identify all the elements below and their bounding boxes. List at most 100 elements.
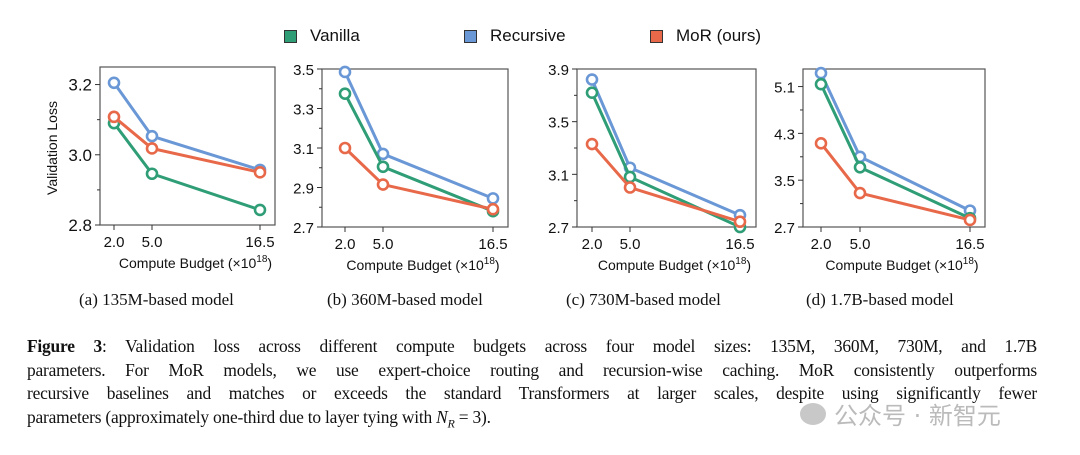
x-axis-close: ): [267, 255, 272, 271]
data-point: [107, 110, 121, 124]
legend-item-vanilla: Vanilla: [284, 26, 360, 46]
caption-text: = 3).: [454, 406, 491, 427]
data-point: [814, 137, 828, 150]
charts: 2.8 3.0 3.2 2.0 5.0 16.5 Compute Budget (×1018…: [44, 62, 986, 273]
data-point: [623, 170, 637, 184]
x-axis-label: Compute Budget (×1018): [119, 254, 272, 271]
data-point: [145, 167, 159, 181]
data-point: [486, 202, 500, 216]
x-axis-label: Compute Budget (×1018): [825, 256, 978, 273]
x-tick-label: 5.0: [620, 236, 641, 253]
y-tick-label: 3.5: [548, 115, 569, 132]
x-axis-close: ): [974, 257, 979, 273]
y-tick-label: 2.7: [548, 220, 569, 237]
caption-text: recursive baselines and matches or excee…: [27, 383, 1037, 403]
x-axis-close: ): [746, 257, 751, 273]
x-axis-exponent: 18: [256, 254, 268, 265]
caption-text: : Validation loss across different compu…: [102, 336, 1038, 356]
data-point: [585, 137, 599, 151]
series-line-recursive: [819, 72, 971, 212]
x-tick-label: 5.0: [373, 236, 394, 253]
math-n: N: [436, 406, 448, 427]
x-axis-exponent: 18: [735, 256, 747, 267]
data-point: [376, 160, 390, 174]
y-tick-label: 3.9: [548, 62, 569, 79]
wechat-icon: [800, 402, 826, 425]
x-tick-label: 2.0: [335, 236, 356, 253]
data-point: [963, 213, 977, 227]
x-tick-label: 2.0: [811, 236, 832, 253]
legend-label: Vanilla: [310, 26, 360, 45]
legend-item-recursive: Recursive: [464, 26, 566, 46]
data-point: [486, 192, 500, 205]
data-point: [623, 181, 637, 194]
subcaption-b: (b) 360M-based model: [327, 290, 483, 309]
data-point: [585, 86, 599, 99]
x-axis-label: Compute Budget (×1018): [598, 256, 751, 273]
subcaption-c: (c) 730M-based model: [566, 290, 721, 309]
y-tick-label: 3.5: [774, 173, 795, 190]
y-tick-label: 5.1: [774, 80, 795, 97]
data-point: [253, 203, 267, 217]
y-tick-label: 2.7: [293, 220, 314, 237]
x-tick-label: 16.5: [725, 236, 754, 253]
y-tick-label: 2.9: [293, 181, 314, 198]
data-point: [733, 215, 747, 229]
data-point: [376, 178, 390, 191]
x-tick-label: 16.5: [478, 236, 507, 253]
plot-frame: [802, 68, 986, 228]
x-axis-label: Compute Budget (×1018): [346, 256, 499, 273]
x-tick-label: 2.0: [104, 234, 125, 251]
subcaption-a: (a) 135M-based model: [79, 290, 234, 309]
figure-caption: Figure 3: Validation loss across differe…: [27, 335, 1037, 435]
data-point: [814, 77, 828, 91]
caption-text: parameters (approximately one-third due …: [27, 406, 437, 427]
data-point: [107, 76, 121, 90]
chart-2: 2.7 3.1 3.5 3.9 2.0 5.0 16.5 Compute Budget (×1…: [548, 62, 757, 273]
plot-frame: [99, 66, 276, 226]
data-point: [253, 166, 267, 179]
chart-1: 2.7 2.9 3.1 3.3 3.5 2.0 5.0 16.5 Compute Budget …: [293, 62, 509, 273]
x-tick-label: 2.0: [582, 236, 603, 253]
x-tick-label: 5.0: [850, 236, 871, 253]
y-tick-label: 3.3: [293, 102, 314, 119]
legend-label: MoR (ours): [676, 26, 762, 45]
recursive-swatch: [464, 29, 477, 43]
watermark-text: 公众号 · 新智元: [834, 402, 1001, 430]
chart-0: 2.8 3.0 3.2 2.0 5.0 16.5 Compute Budget (×1018…: [44, 66, 276, 271]
mor-swatch: [650, 29, 663, 43]
plot-frame: [576, 68, 757, 228]
data-point: [145, 129, 159, 143]
subcaption-d: (d) 1.7B-based model: [806, 290, 954, 309]
x-tick-label: 5.0: [142, 234, 163, 251]
data-point: [338, 141, 352, 155]
y-axis-label: Validation Loss: [44, 101, 60, 195]
y-tick-label: 3.5: [293, 62, 314, 79]
y-tick-label: 3.0: [68, 146, 92, 165]
x-tick-label: 16.5: [955, 236, 984, 253]
legend: Vanilla Recursive MoR (ours): [0, 26, 1080, 50]
y-tick-label: 3.1: [293, 141, 314, 158]
data-point: [814, 66, 828, 80]
data-point: [145, 142, 159, 155]
y-tick-label: 2.7: [774, 220, 795, 237]
data-point: [853, 161, 867, 174]
legend-item-mor: MoR (ours): [650, 26, 761, 46]
chart-3: 2.7 3.5 4.3 5.1 2.0 5.0 16.5 Compute Budget (×1…: [774, 66, 986, 273]
data-point: [338, 87, 352, 100]
x-tick-label: 16.5: [245, 234, 274, 251]
series-line-mor: [343, 146, 494, 211]
x-axis-close: ): [495, 257, 500, 273]
x-axis-exponent: 18: [484, 256, 496, 267]
figure-label: Figure 3: [27, 336, 103, 356]
data-point: [338, 65, 352, 79]
y-tick-label: 3.2: [68, 76, 92, 95]
watermark: 公众号 · 新智元: [800, 396, 1001, 431]
y-tick-label: 2.8: [68, 216, 92, 235]
vanilla-swatch: [284, 29, 297, 43]
y-tick-label: 3.1: [548, 167, 569, 184]
caption-text: parameters. For MoR models, we use exper…: [27, 359, 1037, 380]
data-point: [585, 73, 599, 86]
y-tick-label: 4.3: [774, 126, 795, 143]
x-axis-exponent: 18: [963, 256, 975, 267]
